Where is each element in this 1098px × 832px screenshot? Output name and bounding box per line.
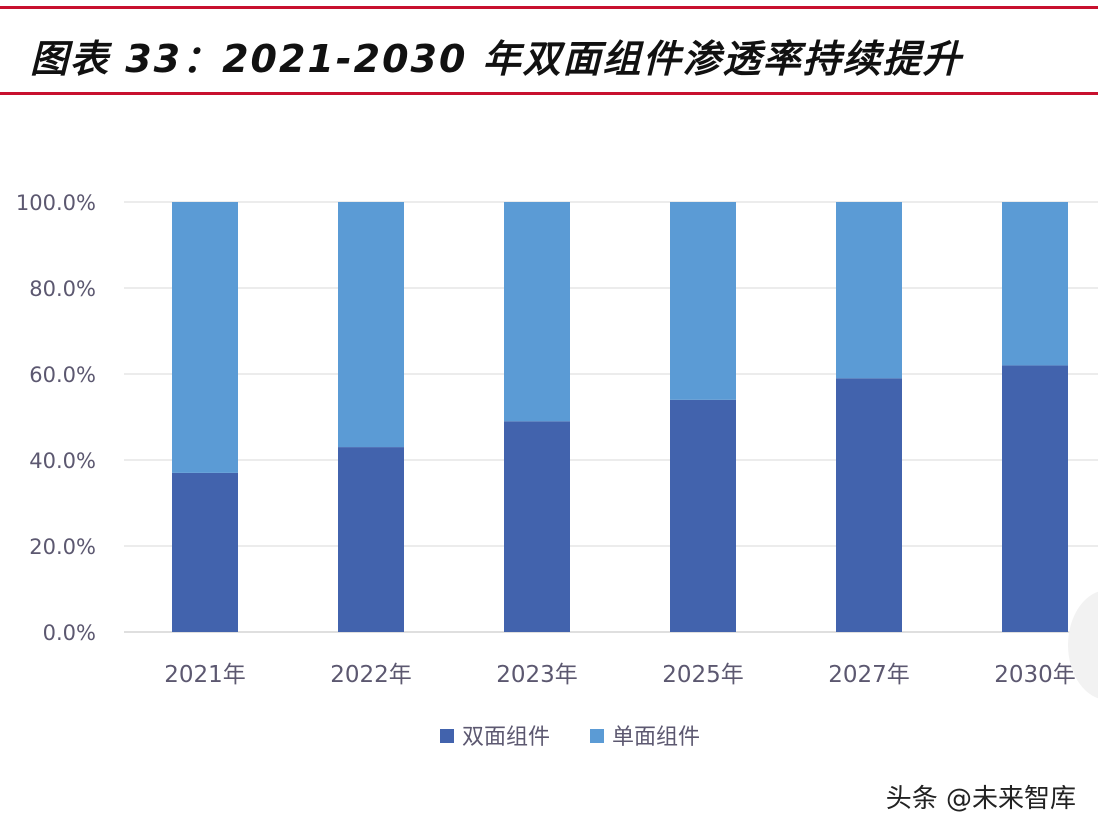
legend-swatch	[440, 729, 454, 743]
title-rule-bottom	[0, 92, 1098, 95]
x-tick-label: 2022年	[330, 662, 412, 688]
bar-bifacial	[836, 378, 902, 632]
watermark: 头条 @未来智库	[885, 784, 1076, 814]
y-tick-label: 0.0%	[43, 621, 96, 645]
bar-bifacial	[670, 399, 736, 632]
y-tick-label: 60.0%	[29, 363, 96, 387]
legend-label: 单面组件	[612, 725, 700, 750]
bar-monofacial	[670, 202, 736, 400]
bar-monofacial	[172, 202, 238, 473]
legend-label: 双面组件	[462, 725, 550, 750]
y-tick-label: 80.0%	[29, 277, 96, 301]
x-tick-label: 2021年	[164, 662, 246, 688]
bar-monofacial	[1002, 202, 1068, 366]
bar-bifacial	[1002, 365, 1068, 632]
bar-monofacial	[836, 202, 902, 379]
title-rule-top	[0, 6, 1098, 9]
legend-swatch	[590, 729, 604, 743]
x-tick-label: 2027年	[828, 662, 910, 688]
y-tick-label: 40.0%	[29, 449, 96, 473]
x-tick-label: 2030年	[994, 662, 1076, 688]
bar-monofacial	[504, 202, 570, 422]
bar-bifacial	[172, 472, 238, 632]
bar-monofacial	[338, 202, 404, 448]
bar-bifacial	[504, 421, 570, 632]
y-tick-label: 20.0%	[29, 535, 96, 559]
x-tick-label: 2023年	[496, 662, 578, 688]
y-tick-label: 100.0%	[16, 191, 96, 215]
chart-title: 图表 33：2021-2030 年双面组件渗透率持续提升	[30, 37, 963, 81]
bar-bifacial	[338, 447, 404, 632]
x-tick-label: 2025年	[662, 662, 744, 688]
